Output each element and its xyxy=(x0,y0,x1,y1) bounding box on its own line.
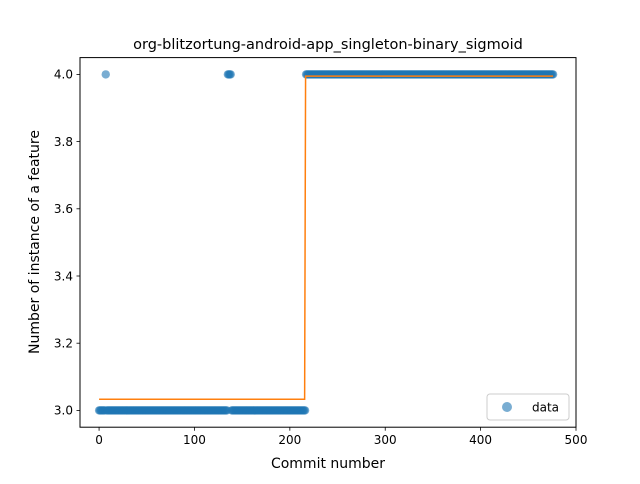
y-axis-ticks: 3.0 3.2 3.4 3.6 3.8 4.0 xyxy=(54,68,80,418)
y-tick-label: 3.8 xyxy=(54,135,73,149)
data-point xyxy=(548,70,558,79)
sigmoid-fit-line xyxy=(99,75,554,401)
data-point xyxy=(226,70,235,79)
legend: data xyxy=(486,393,570,421)
x-tick-label: 0 xyxy=(95,433,103,447)
x-tick-label: 300 xyxy=(374,433,397,447)
plot-frame xyxy=(79,57,577,428)
y-tick-label: 4.0 xyxy=(54,68,73,82)
y-tick-label: 3.4 xyxy=(54,269,73,283)
y-tick-label: 3.6 xyxy=(54,202,73,216)
data-point xyxy=(300,406,310,415)
x-axis-ticks: 0 100 200 300 400 500 xyxy=(95,427,587,447)
data-point xyxy=(101,70,110,79)
fit-line xyxy=(99,75,554,401)
y-tick-label: 3.2 xyxy=(54,337,73,351)
legend-marker-data xyxy=(502,402,512,412)
x-tick-label: 400 xyxy=(469,433,492,447)
x-axis-label: Commit number xyxy=(271,456,385,472)
legend-label-data: data xyxy=(532,401,559,415)
y-tick-label: 3.0 xyxy=(54,404,73,418)
y-axis-label: Number of instance of a feature xyxy=(27,130,43,354)
x-tick-label: 200 xyxy=(278,433,301,447)
x-tick-label: 500 xyxy=(565,433,588,447)
x-tick-label: 100 xyxy=(183,433,206,447)
legend-box xyxy=(486,393,570,421)
scatter-points xyxy=(94,70,558,415)
chart-title: org-blitzortung-android-app_singleton-bi… xyxy=(133,37,523,53)
